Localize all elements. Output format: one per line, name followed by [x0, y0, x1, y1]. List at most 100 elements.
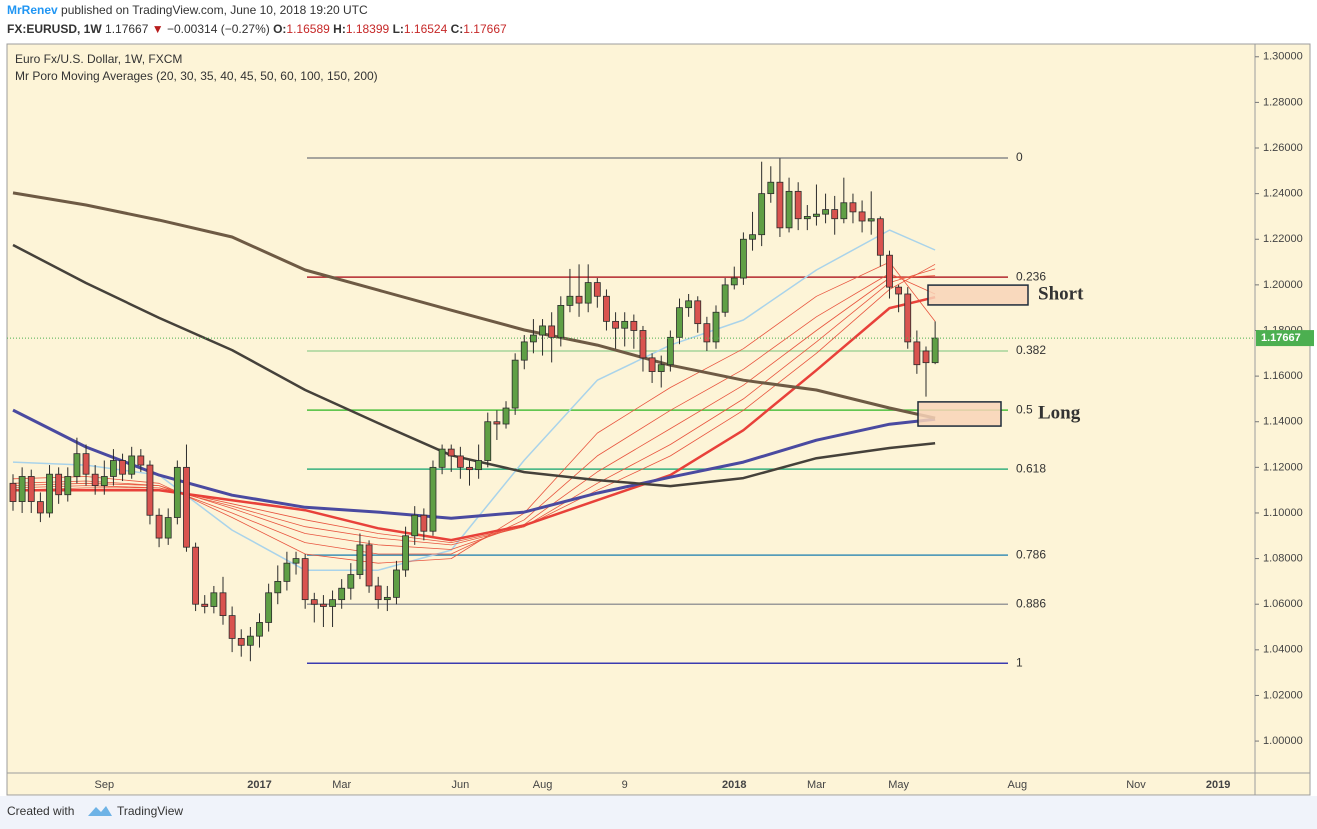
candle-body — [374, 585, 382, 601]
candle-body — [9, 482, 17, 502]
candle-body — [685, 300, 693, 309]
candle-body — [137, 455, 145, 466]
fib-label: 0.886 — [1016, 596, 1046, 610]
candle-body — [876, 218, 884, 256]
candle-body — [886, 254, 893, 288]
candle-body — [758, 193, 766, 236]
y-tick-label: 1.16000 — [1263, 370, 1303, 382]
change-arrow: ▼ — [152, 22, 164, 36]
fib-label: 0.786 — [1016, 547, 1046, 561]
zone-label: Long — [1038, 402, 1081, 423]
x-tick-label: Sep — [95, 779, 115, 791]
candle-body — [849, 202, 857, 213]
candle-body — [356, 544, 364, 575]
x-tick-label: 2017 — [247, 779, 271, 791]
candle-body — [192, 546, 200, 605]
last-price: 1.17667 — [105, 22, 149, 36]
candle-body — [438, 448, 446, 468]
candle-body — [55, 473, 63, 496]
candle-body — [603, 295, 610, 322]
candle-body — [557, 304, 565, 338]
candle-body — [520, 341, 528, 361]
candle-body — [803, 216, 811, 220]
moving-average — [13, 295, 936, 542]
ohlc-value: 1.18399 — [346, 22, 390, 36]
moving-average — [12, 191, 936, 420]
moving-average — [12, 229, 936, 571]
candle-body — [18, 476, 26, 502]
fib-label: 0.236 — [1016, 269, 1046, 283]
x-tick-label: Aug — [533, 779, 553, 791]
fib-label: 0.5 — [1016, 402, 1033, 416]
candle-body — [913, 341, 921, 366]
candle-body — [27, 476, 35, 502]
ohlc-key: C: — [451, 22, 464, 36]
x-tick-label: Nov — [1126, 779, 1146, 791]
ohlc-key: H: — [333, 22, 346, 36]
plot-area — [6, 43, 1311, 796]
footer-brand[interactable]: TradingView — [117, 804, 183, 818]
candle-body — [82, 453, 90, 475]
symbol: FX:EURUSD, 1W — [7, 22, 102, 36]
y-tick-label: 1.30000 — [1263, 51, 1303, 63]
candle-body — [867, 218, 875, 222]
y-tick-label: 1.28000 — [1263, 96, 1303, 108]
candle-body — [621, 320, 629, 329]
candle-body — [493, 421, 501, 425]
candle-body — [584, 282, 592, 304]
candle-body — [301, 558, 309, 601]
candle-body — [429, 466, 437, 532]
candle-body — [539, 325, 546, 336]
candle-body — [740, 238, 747, 279]
candle-body — [237, 638, 245, 646]
candle-body — [548, 325, 556, 338]
candle-body — [648, 357, 656, 372]
candle-body — [475, 460, 483, 471]
candle-body — [858, 211, 866, 222]
candle-body — [393, 569, 400, 598]
candle-body — [411, 514, 419, 537]
candle-body — [183, 466, 190, 548]
last-price-label: 1.17667 — [1261, 332, 1301, 344]
change: −0.00314 (−0.27%) — [167, 22, 270, 36]
symbol-line: FX:EURUSD, 1W 1.17667 ▼ −0.00314 (−0.27%… — [7, 22, 507, 36]
candle-body — [91, 473, 99, 486]
candle-body — [813, 213, 820, 217]
candle-body — [155, 514, 163, 539]
footer-bar — [0, 796, 1317, 829]
author[interactable]: MrRenev — [7, 3, 58, 17]
y-tick-label: 1.04000 — [1263, 644, 1303, 656]
candle-body — [703, 323, 711, 343]
x-tick-label: Mar — [807, 779, 826, 791]
last-price-box — [1256, 330, 1314, 347]
ohlc-key: L: — [393, 22, 404, 36]
candle-body — [201, 603, 209, 607]
candle-body — [36, 501, 44, 514]
candle-body — [310, 599, 318, 605]
header-line: MrRenev published on TradingView.com, Ju… — [7, 3, 368, 17]
candle-body — [402, 535, 409, 571]
candle-body — [895, 286, 903, 295]
candle-body — [228, 615, 236, 639]
candle-body — [420, 514, 428, 532]
candle-body — [931, 337, 939, 364]
candle-body — [100, 476, 108, 486]
candle-body — [274, 580, 282, 594]
candle-body — [530, 334, 537, 343]
candle-body — [612, 320, 619, 329]
candle-body — [110, 460, 117, 477]
candle-body — [128, 455, 136, 475]
candle-body — [365, 544, 373, 587]
candle-body — [246, 635, 254, 646]
candle-body — [575, 295, 583, 304]
moving-average — [12, 408, 936, 520]
candle-body — [721, 284, 729, 313]
fib-label: 0.618 — [1016, 461, 1046, 475]
y-tick-label: 1.24000 — [1263, 188, 1303, 200]
candle-body — [256, 622, 263, 637]
y-tick-label: 1.26000 — [1263, 142, 1303, 154]
y-tick-label: 1.20000 — [1263, 279, 1303, 291]
x-tick-label: Mar — [332, 779, 351, 791]
candle-body — [73, 453, 81, 477]
candle-body — [164, 517, 172, 539]
